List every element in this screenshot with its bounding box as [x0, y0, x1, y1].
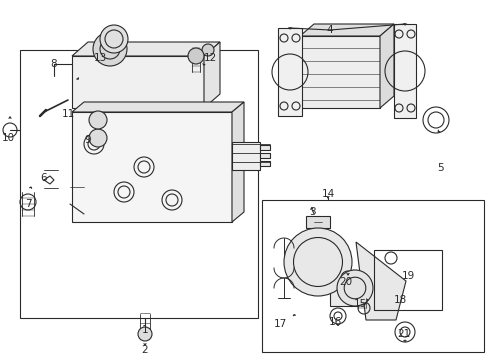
- Bar: [373, 250, 441, 310]
- Text: 16: 16: [328, 317, 341, 327]
- Bar: [262, 200, 483, 352]
- Bar: [299, 36, 379, 108]
- Bar: [393, 24, 415, 118]
- Text: 18: 18: [392, 295, 406, 305]
- Bar: [260, 153, 269, 158]
- Bar: [100, 112, 207, 164]
- Text: 12: 12: [203, 53, 216, 63]
- Bar: [88, 106, 100, 114]
- Circle shape: [89, 129, 107, 147]
- Text: 21: 21: [397, 329, 410, 339]
- Bar: [118, 106, 130, 114]
- Text: 10: 10: [1, 133, 15, 143]
- Text: 13: 13: [93, 53, 106, 63]
- Bar: [329, 270, 355, 306]
- Bar: [278, 28, 302, 116]
- Bar: [20, 50, 258, 318]
- Text: 3: 3: [308, 207, 315, 217]
- Polygon shape: [231, 102, 244, 222]
- Circle shape: [356, 295, 366, 305]
- Text: 15: 15: [353, 299, 366, 309]
- Text: 17: 17: [273, 319, 286, 329]
- Bar: [72, 56, 203, 108]
- Text: 5: 5: [436, 163, 443, 173]
- Polygon shape: [203, 42, 220, 108]
- Bar: [148, 106, 160, 114]
- Text: 4: 4: [326, 25, 333, 35]
- Circle shape: [138, 327, 152, 341]
- Polygon shape: [72, 102, 244, 112]
- Text: 11: 11: [61, 109, 75, 119]
- Text: 14: 14: [321, 189, 334, 199]
- Text: 19: 19: [401, 271, 414, 281]
- Text: 7: 7: [24, 199, 31, 209]
- Circle shape: [336, 270, 372, 306]
- Bar: [305, 216, 329, 228]
- Circle shape: [202, 44, 214, 56]
- Bar: [260, 161, 269, 166]
- Circle shape: [89, 111, 107, 129]
- Polygon shape: [379, 24, 393, 108]
- Text: 8: 8: [51, 59, 57, 69]
- Polygon shape: [72, 42, 220, 56]
- Polygon shape: [299, 24, 393, 36]
- Bar: [260, 145, 269, 150]
- Text: 20: 20: [339, 277, 352, 287]
- Text: 1: 1: [142, 325, 148, 335]
- Bar: [231, 142, 260, 170]
- Circle shape: [100, 25, 128, 53]
- Circle shape: [187, 48, 203, 64]
- Text: 9: 9: [84, 135, 91, 145]
- Polygon shape: [355, 242, 405, 320]
- Bar: [72, 112, 231, 222]
- Text: 2: 2: [142, 345, 148, 355]
- Text: 6: 6: [41, 173, 47, 183]
- Circle shape: [93, 32, 127, 66]
- Circle shape: [284, 228, 351, 296]
